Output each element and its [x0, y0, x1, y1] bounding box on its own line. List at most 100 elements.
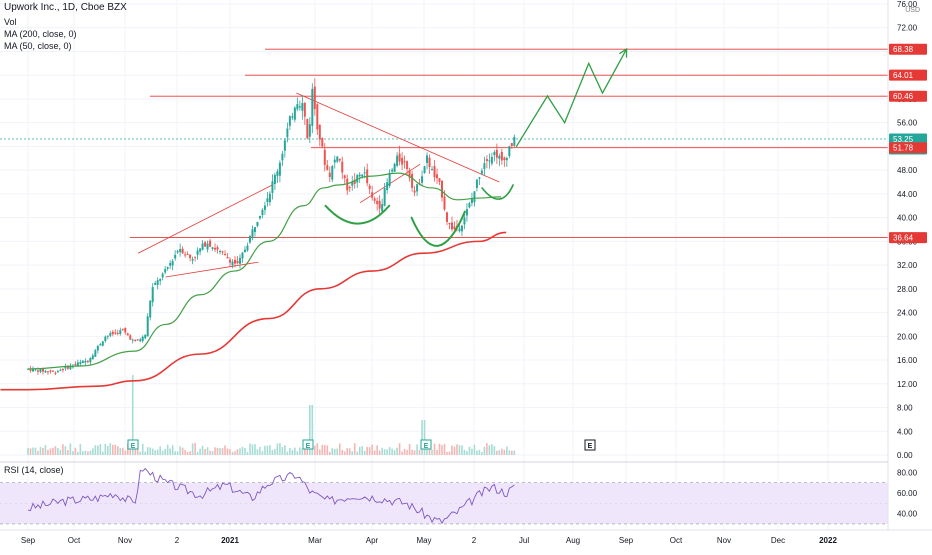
candle-body	[306, 119, 309, 139]
candle-body	[428, 157, 431, 168]
candle-body	[485, 159, 488, 162]
volume-bar	[231, 451, 234, 455]
volume-bar	[209, 450, 211, 455]
candle-body	[226, 256, 229, 259]
ma50-legend[interactable]: MA (50, close, 0)	[4, 41, 72, 51]
candle-body	[443, 196, 446, 210]
candle-body	[293, 107, 296, 120]
volume-bar	[49, 448, 52, 455]
candle-body	[219, 251, 222, 253]
candle-body	[116, 332, 119, 334]
volume-bar	[199, 448, 201, 455]
volume-bar	[381, 447, 383, 455]
candle-body	[323, 149, 326, 165]
price-label-box	[889, 142, 927, 154]
candle-body	[283, 140, 286, 151]
vol-legend[interactable]: Vol	[4, 17, 17, 27]
volume-bar	[501, 448, 503, 455]
volume-bar	[328, 451, 331, 455]
volume-bar	[271, 449, 274, 455]
candle-body	[431, 169, 434, 171]
candle-body	[398, 153, 401, 162]
price-label-box	[889, 232, 927, 244]
volume-bar	[284, 445, 286, 455]
price-tick-label: 48.00	[897, 166, 918, 175]
candle-body	[119, 330, 122, 335]
candle-body	[39, 368, 42, 372]
volume-bar	[343, 451, 346, 455]
candle-body	[126, 333, 129, 336]
volume-bar	[171, 445, 174, 455]
candle-body	[298, 106, 301, 108]
volume-bar	[129, 446, 132, 455]
price-label-text: 53.25	[893, 135, 914, 144]
candle-body	[144, 334, 147, 339]
volume-bar	[403, 448, 406, 455]
volume-bar	[348, 448, 351, 455]
candle-body	[216, 247, 219, 250]
volume-bar	[316, 443, 319, 455]
candle-body	[209, 240, 212, 247]
candle-body	[171, 260, 174, 266]
volume-bar	[471, 448, 473, 455]
volume-bar	[291, 449, 294, 455]
candle-body	[109, 333, 112, 336]
candle-body	[231, 261, 234, 266]
price-label-box	[889, 69, 927, 81]
symbol-title[interactable]: Upwork Inc., 1D, Cboe BZX	[4, 2, 127, 13]
time-tick-label: Nov	[118, 536, 132, 545]
candle-body	[61, 368, 64, 371]
ma200-legend[interactable]: MA (200, close, 0)	[4, 29, 77, 39]
volume-bar	[451, 445, 453, 455]
volume-bar	[52, 447, 54, 455]
volume-bar	[57, 448, 59, 455]
candle-body	[308, 124, 311, 137]
volume-bar	[443, 443, 446, 455]
candle-body	[121, 328, 124, 330]
candle-body	[59, 369, 62, 371]
candle-body	[131, 339, 134, 341]
candle-body	[391, 169, 394, 172]
price-label-text: 51.78	[893, 144, 914, 153]
horizontal-levels	[0, 48, 888, 239]
candle-body	[139, 339, 142, 342]
candle-body	[475, 179, 478, 188]
candle-body	[31, 368, 34, 372]
volume-bar	[428, 446, 431, 455]
candle-body	[296, 104, 299, 110]
volume-bar	[376, 445, 378, 455]
volume-bar	[411, 449, 413, 455]
volume-bar	[493, 446, 496, 455]
candle-body	[383, 188, 386, 206]
candle-body	[460, 225, 463, 232]
candle-body	[503, 157, 506, 160]
candle-body	[189, 254, 192, 259]
candle-body	[79, 362, 82, 364]
candle-body	[76, 362, 79, 366]
time-tick-label: Jul	[519, 536, 529, 545]
candle-body	[408, 170, 411, 178]
candle-body	[186, 254, 189, 256]
candle-body	[403, 161, 406, 163]
volume-bar	[496, 450, 498, 455]
volume-bar	[326, 445, 329, 455]
candle-body	[251, 229, 254, 238]
head-arc	[410, 210, 466, 247]
volume-bar	[508, 450, 511, 455]
candle-body	[124, 327, 127, 333]
candle-body	[490, 156, 493, 164]
volume-bar	[236, 449, 239, 455]
volume-bar	[124, 450, 127, 455]
volume-bar	[338, 443, 341, 455]
volume-bar	[346, 448, 349, 455]
moving-averages	[0, 172, 507, 391]
volume-bar	[368, 447, 371, 455]
time-tick-label: Oct	[670, 536, 683, 545]
price-tick-label: 16.00	[897, 356, 918, 365]
volume-bar	[234, 451, 236, 455]
candle-body	[458, 228, 461, 232]
candle-body	[238, 257, 241, 264]
volume-bar	[333, 448, 336, 455]
rsi-legend[interactable]: RSI (14, close)	[4, 465, 64, 475]
